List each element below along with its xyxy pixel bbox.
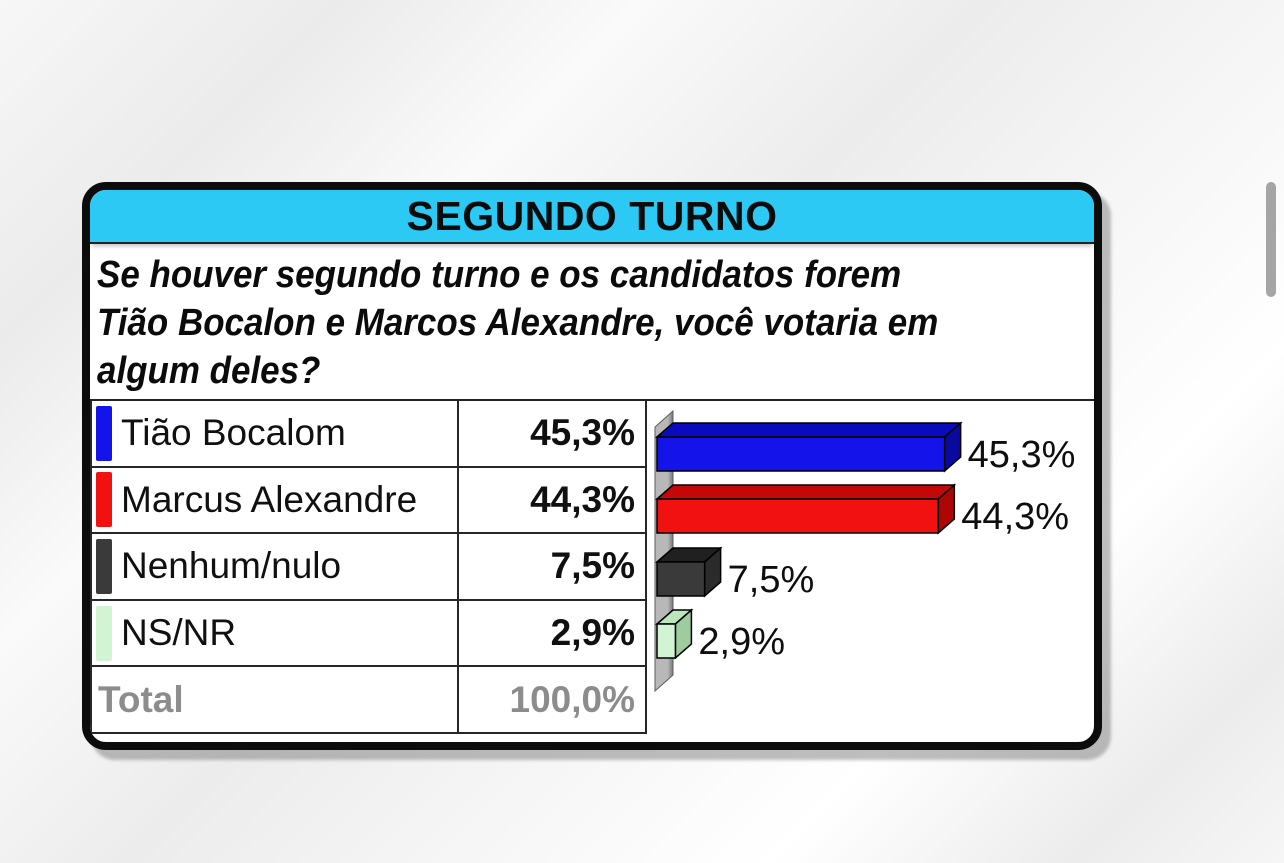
value-cell: 2,9% xyxy=(457,600,645,666)
table-total-row: Total 100,0% xyxy=(92,667,645,734)
value-cell: 44,3% xyxy=(457,467,645,533)
candidate-cell: Nenhum/nulo xyxy=(92,534,457,599)
candidate-label: Tião Bocalom xyxy=(121,412,346,454)
poll-title: SEGUNDO TURNO xyxy=(406,192,778,239)
bar-front-face xyxy=(656,561,706,597)
poll-card: SEGUNDO TURNO Se houver segundo turno e … xyxy=(82,182,1102,750)
candidate-label: Marcus Alexandre xyxy=(121,478,418,520)
card-header: SEGUNDO TURNO xyxy=(90,190,1094,244)
table-row: NS/NR 2,9% xyxy=(92,600,645,668)
table-row: Tião Bocalom 45,3% xyxy=(92,401,645,468)
table-row: Marcus Alexandre 44,3% xyxy=(92,467,645,535)
bar-top-face xyxy=(655,484,957,500)
value-cell: 7,5% xyxy=(457,534,645,599)
bar-value-label: 7,5% xyxy=(728,559,815,601)
chart-area: 45,3% 44,3% 7,5% 2,9% xyxy=(647,401,1094,740)
results-section: Tião Bocalom 45,3% Marcus Alexandre 44,3… xyxy=(90,401,1094,740)
bar-front-face xyxy=(656,498,940,534)
bar-value-label: 44,3% xyxy=(961,496,1069,538)
value-cell: 45,3% xyxy=(457,401,645,466)
bar-front-face xyxy=(656,623,677,659)
legend-chip xyxy=(96,472,112,528)
question-block: Se houver segundo turno e os candidatos … xyxy=(90,244,1094,401)
candidate-label: NS/NR xyxy=(121,612,237,654)
legend-chip xyxy=(96,405,112,461)
bar-top-face xyxy=(655,422,963,438)
question-line: Tião Bocalon e Marcos Alexandre, você vo… xyxy=(97,302,939,344)
candidate-cell: Tião Bocalom xyxy=(92,401,457,466)
candidate-cell: NS/NR xyxy=(92,601,457,666)
scrollbar-thumb[interactable] xyxy=(1266,182,1276,297)
legend-chip xyxy=(96,605,112,661)
bar-value-label: 2,9% xyxy=(698,621,785,663)
candidate-label: Nenhum/nulo xyxy=(121,545,342,587)
question-line: algum deles? xyxy=(97,350,321,392)
results-table: Tião Bocalom 45,3% Marcus Alexandre 44,3… xyxy=(90,401,647,734)
question-line: Se houver segundo turno e os candidatos … xyxy=(97,254,902,296)
total-value-cell: 100,0% xyxy=(457,667,645,732)
candidate-cell: Marcus Alexandre xyxy=(92,468,457,533)
legend-chip xyxy=(96,538,112,594)
bar-value-label: 45,3% xyxy=(968,434,1076,476)
bar-front-face xyxy=(656,436,946,472)
bar-chart: 45,3% 44,3% 7,5% 2,9% xyxy=(654,409,1076,693)
total-label-cell: Total xyxy=(98,678,184,720)
table-row: Nenhum/nulo 7,5% xyxy=(92,534,645,601)
